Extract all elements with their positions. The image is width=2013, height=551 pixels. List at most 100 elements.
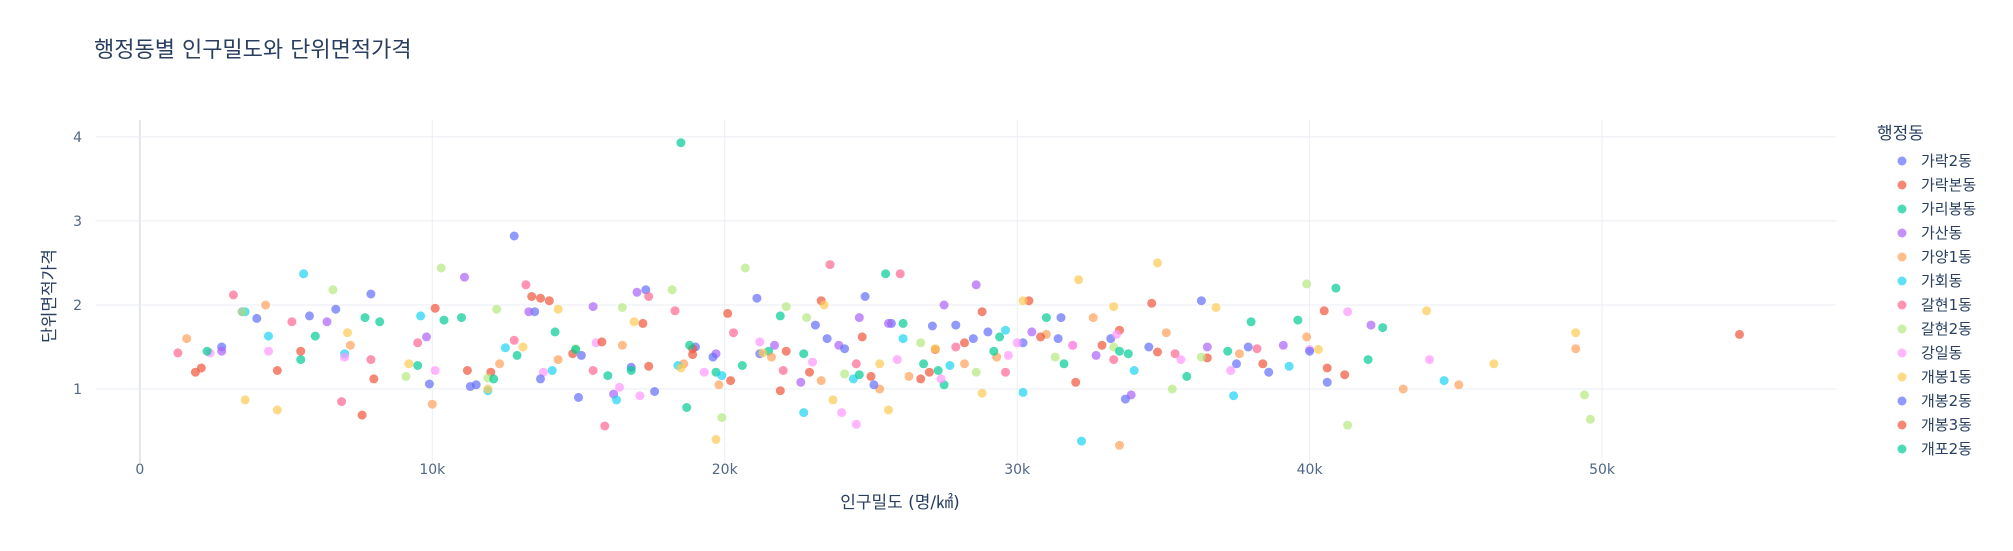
- data-point: [1051, 353, 1060, 362]
- data-point: [858, 332, 867, 341]
- legend-marker: [1898, 397, 1907, 406]
- data-point: [1378, 323, 1387, 332]
- data-point: [714, 380, 723, 389]
- data-point: [402, 372, 411, 381]
- data-point: [776, 386, 785, 395]
- data-point: [554, 305, 563, 314]
- data-point: [600, 422, 609, 431]
- data-point: [805, 368, 814, 377]
- data-point: [1027, 327, 1036, 336]
- data-point: [852, 359, 861, 368]
- data-point: [828, 395, 837, 404]
- data-point: [820, 301, 829, 310]
- data-point: [779, 366, 788, 375]
- data-point: [1054, 334, 1063, 343]
- y-tick-label: 4: [73, 130, 82, 146]
- data-point: [1454, 380, 1463, 389]
- data-point: [1144, 343, 1153, 352]
- data-point: [817, 376, 826, 385]
- data-point: [899, 319, 908, 328]
- data-point: [1197, 353, 1206, 362]
- legend-marker: [1898, 445, 1907, 454]
- data-point: [343, 328, 352, 337]
- data-point: [273, 366, 282, 375]
- data-point: [337, 397, 346, 406]
- data-point: [867, 372, 876, 381]
- legend-label: 강일동: [1921, 344, 1963, 362]
- data-point: [1331, 284, 1340, 293]
- data-point: [668, 285, 677, 294]
- data-point: [366, 290, 375, 299]
- x-tick-label: 40k: [1297, 462, 1324, 478]
- data-point: [1036, 332, 1045, 341]
- data-point: [650, 387, 659, 396]
- data-point: [510, 232, 519, 241]
- data-point: [437, 264, 446, 273]
- data-point: [536, 294, 545, 303]
- x-axis-title: 인구밀도 (명/㎢): [840, 493, 960, 513]
- data-point: [1253, 344, 1262, 353]
- data-point: [960, 359, 969, 368]
- data-point: [1001, 326, 1010, 335]
- data-point: [1001, 368, 1010, 377]
- data-point: [1109, 302, 1118, 311]
- data-point: [618, 341, 627, 350]
- data-point: [1089, 313, 1098, 322]
- data-point: [1285, 362, 1294, 371]
- data-point: [521, 280, 530, 289]
- x-tick-label: 0: [135, 462, 144, 478]
- data-point: [615, 383, 624, 392]
- data-point: [1305, 347, 1314, 356]
- data-point: [366, 355, 375, 364]
- data-point: [726, 376, 735, 385]
- data-point: [1162, 328, 1171, 337]
- data-point: [331, 305, 340, 314]
- data-point: [1323, 364, 1332, 373]
- data-point: [463, 366, 472, 375]
- data-point: [545, 296, 554, 305]
- data-point: [1147, 299, 1156, 308]
- data-point: [905, 372, 914, 381]
- data-point: [1182, 372, 1191, 381]
- legend-marker: [1898, 157, 1907, 166]
- data-point: [404, 359, 413, 368]
- data-point: [428, 400, 437, 409]
- data-point: [989, 347, 998, 356]
- data-point: [729, 328, 738, 337]
- data-point: [1235, 349, 1244, 358]
- data-point: [589, 366, 598, 375]
- legend-title: 행정동: [1877, 124, 1924, 144]
- data-point: [1399, 385, 1408, 394]
- data-point: [261, 301, 270, 310]
- data-point: [425, 380, 434, 389]
- data-point: [1571, 328, 1580, 337]
- data-point: [495, 359, 504, 368]
- data-point: [875, 359, 884, 368]
- y-tick-label: 2: [73, 298, 82, 314]
- data-point: [951, 343, 960, 352]
- data-point: [884, 406, 893, 415]
- data-point: [612, 395, 621, 404]
- data-point: [369, 374, 378, 383]
- data-point: [440, 316, 449, 325]
- data-point: [1247, 317, 1256, 326]
- data-point: [536, 374, 545, 383]
- data-point: [826, 260, 835, 269]
- data-point: [644, 292, 653, 301]
- data-point: [551, 327, 560, 336]
- data-point: [554, 355, 563, 364]
- data-point: [527, 292, 536, 301]
- data-point: [1019, 388, 1028, 397]
- data-point: [1279, 341, 1288, 350]
- data-point: [937, 374, 946, 383]
- legend-label: 갈현2동: [1921, 320, 1972, 338]
- data-point: [1244, 343, 1253, 352]
- data-point: [1197, 296, 1206, 305]
- x-tick-label: 10k: [419, 462, 446, 478]
- legend-label: 개봉1동: [1921, 368, 1972, 386]
- data-point: [972, 368, 981, 377]
- legend-marker: [1898, 301, 1907, 310]
- data-point: [340, 353, 349, 362]
- legend-marker: [1898, 181, 1907, 190]
- data-point: [413, 361, 422, 370]
